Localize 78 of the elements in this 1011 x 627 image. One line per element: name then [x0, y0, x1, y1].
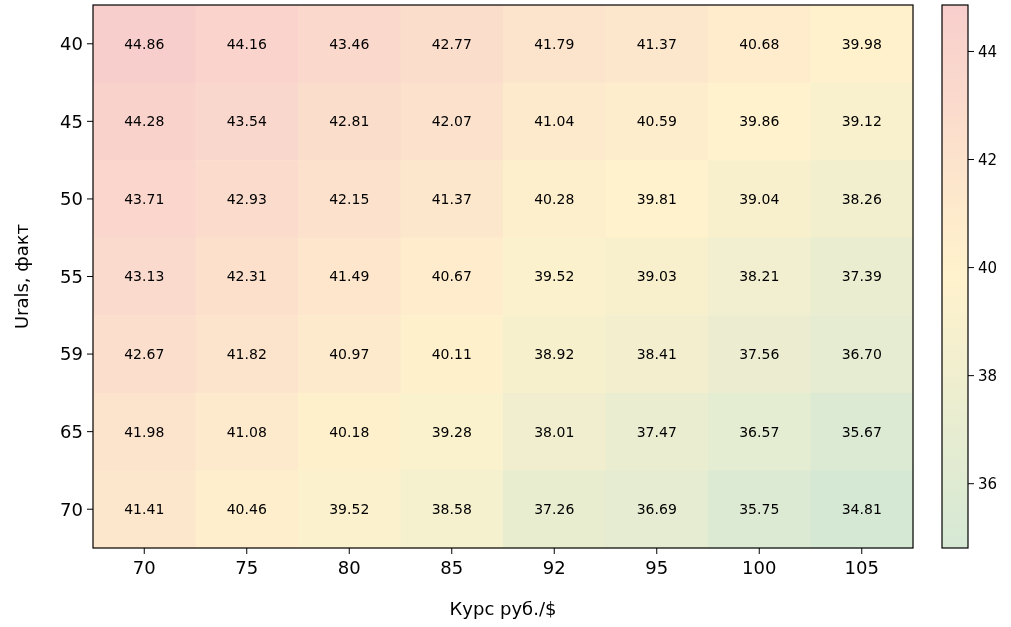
- data-label: 43.71: [124, 190, 165, 207]
- data-label: 41.41: [124, 501, 165, 518]
- color-bar-label: 44: [978, 42, 998, 61]
- x-tick-label: 85: [440, 557, 464, 578]
- data-label: 42.07: [431, 113, 472, 130]
- data-label: 42.93: [226, 190, 267, 207]
- data-label: 39.98: [841, 35, 882, 52]
- data-label: 41.82: [226, 345, 267, 362]
- data-label: 38.92: [534, 345, 575, 362]
- data-label: 38.41: [636, 345, 677, 362]
- y-tick-label: 45: [60, 110, 83, 132]
- data-label: 38.58: [431, 501, 472, 518]
- data-label: 35.67: [841, 423, 882, 440]
- y-tick-label: 59: [60, 343, 83, 365]
- data-label: 44.16: [226, 35, 267, 52]
- data-label: 39.81: [636, 190, 677, 207]
- x-tick-label: 80: [337, 557, 361, 578]
- data-label: 40.18: [329, 423, 370, 440]
- y-tick-label: 50: [60, 188, 83, 210]
- color-bar-label: 42: [978, 150, 998, 169]
- data-label: 40.97: [329, 345, 370, 362]
- data-label: 39.12: [841, 113, 882, 130]
- data-label: 40.59: [636, 113, 677, 130]
- data-label: 37.56: [739, 345, 780, 362]
- data-label: 38.01: [534, 423, 575, 440]
- data-label: 41.37: [636, 35, 677, 52]
- data-label: 39.03: [636, 268, 677, 285]
- data-label: 36.57: [739, 423, 780, 440]
- data-label: 42.15: [329, 190, 370, 207]
- x-tick-label: 75: [235, 557, 259, 578]
- data-label: 37.47: [636, 423, 677, 440]
- data-label: 38.21: [739, 268, 780, 285]
- x-tick-label: 105: [844, 557, 879, 578]
- data-label: 42.77: [431, 35, 472, 52]
- data-label: 42.67: [124, 345, 165, 362]
- color-bar-label: 36: [978, 474, 998, 493]
- data-label: 36.69: [636, 501, 677, 518]
- data-label: 37.39: [841, 268, 882, 285]
- data-label: 41.08: [226, 423, 267, 440]
- data-label: 40.11: [431, 345, 472, 362]
- x-tick-label: 70: [132, 557, 156, 578]
- x-tick-label: 92: [542, 557, 566, 578]
- x-tick-label: 95: [645, 557, 669, 578]
- y-tick-label: 65: [60, 420, 83, 442]
- data-label: 41.98: [124, 423, 165, 440]
- data-label: 35.75: [739, 501, 780, 518]
- data-label: 40.28: [534, 190, 575, 207]
- data-label: 42.31: [226, 268, 267, 285]
- data-label: 36.70: [841, 345, 882, 362]
- y-tick-label: 70: [60, 498, 83, 520]
- data-label: 43.54: [226, 113, 267, 130]
- data-label: 44.86: [124, 35, 165, 52]
- data-label: 43.13: [124, 268, 165, 285]
- x-tick-label: 100: [742, 557, 777, 578]
- data-label: 41.49: [329, 268, 370, 285]
- data-label: 42.81: [329, 113, 370, 130]
- data-label: 40.68: [739, 35, 780, 52]
- data-label: 41.37: [431, 190, 472, 207]
- data-label: 40.67: [431, 268, 472, 285]
- data-label: 37.26: [534, 501, 575, 518]
- data-label: 41.04: [534, 113, 575, 130]
- data-label: 39.04: [739, 190, 780, 207]
- data-label: 39.52: [329, 501, 370, 518]
- x-axis-title: Курс руб./$: [449, 598, 557, 619]
- y-axis-title: Urals, факт: [11, 223, 32, 330]
- data-label: 39.52: [534, 268, 575, 285]
- data-label: 34.81: [841, 501, 882, 518]
- data-label: 40.46: [226, 501, 267, 518]
- data-label: 39.28: [431, 423, 472, 440]
- data-label: 44.28: [124, 113, 165, 130]
- color-bar-label: 38: [978, 366, 998, 385]
- data-label: 39.86: [739, 113, 780, 130]
- data-label: 38.26: [841, 190, 882, 207]
- data-label: 41.79: [534, 35, 575, 52]
- y-tick-label: 55: [60, 265, 83, 287]
- color-bar-label: 40: [978, 258, 998, 277]
- data-label: 43.46: [329, 35, 370, 52]
- y-tick-label: 40: [60, 33, 83, 55]
